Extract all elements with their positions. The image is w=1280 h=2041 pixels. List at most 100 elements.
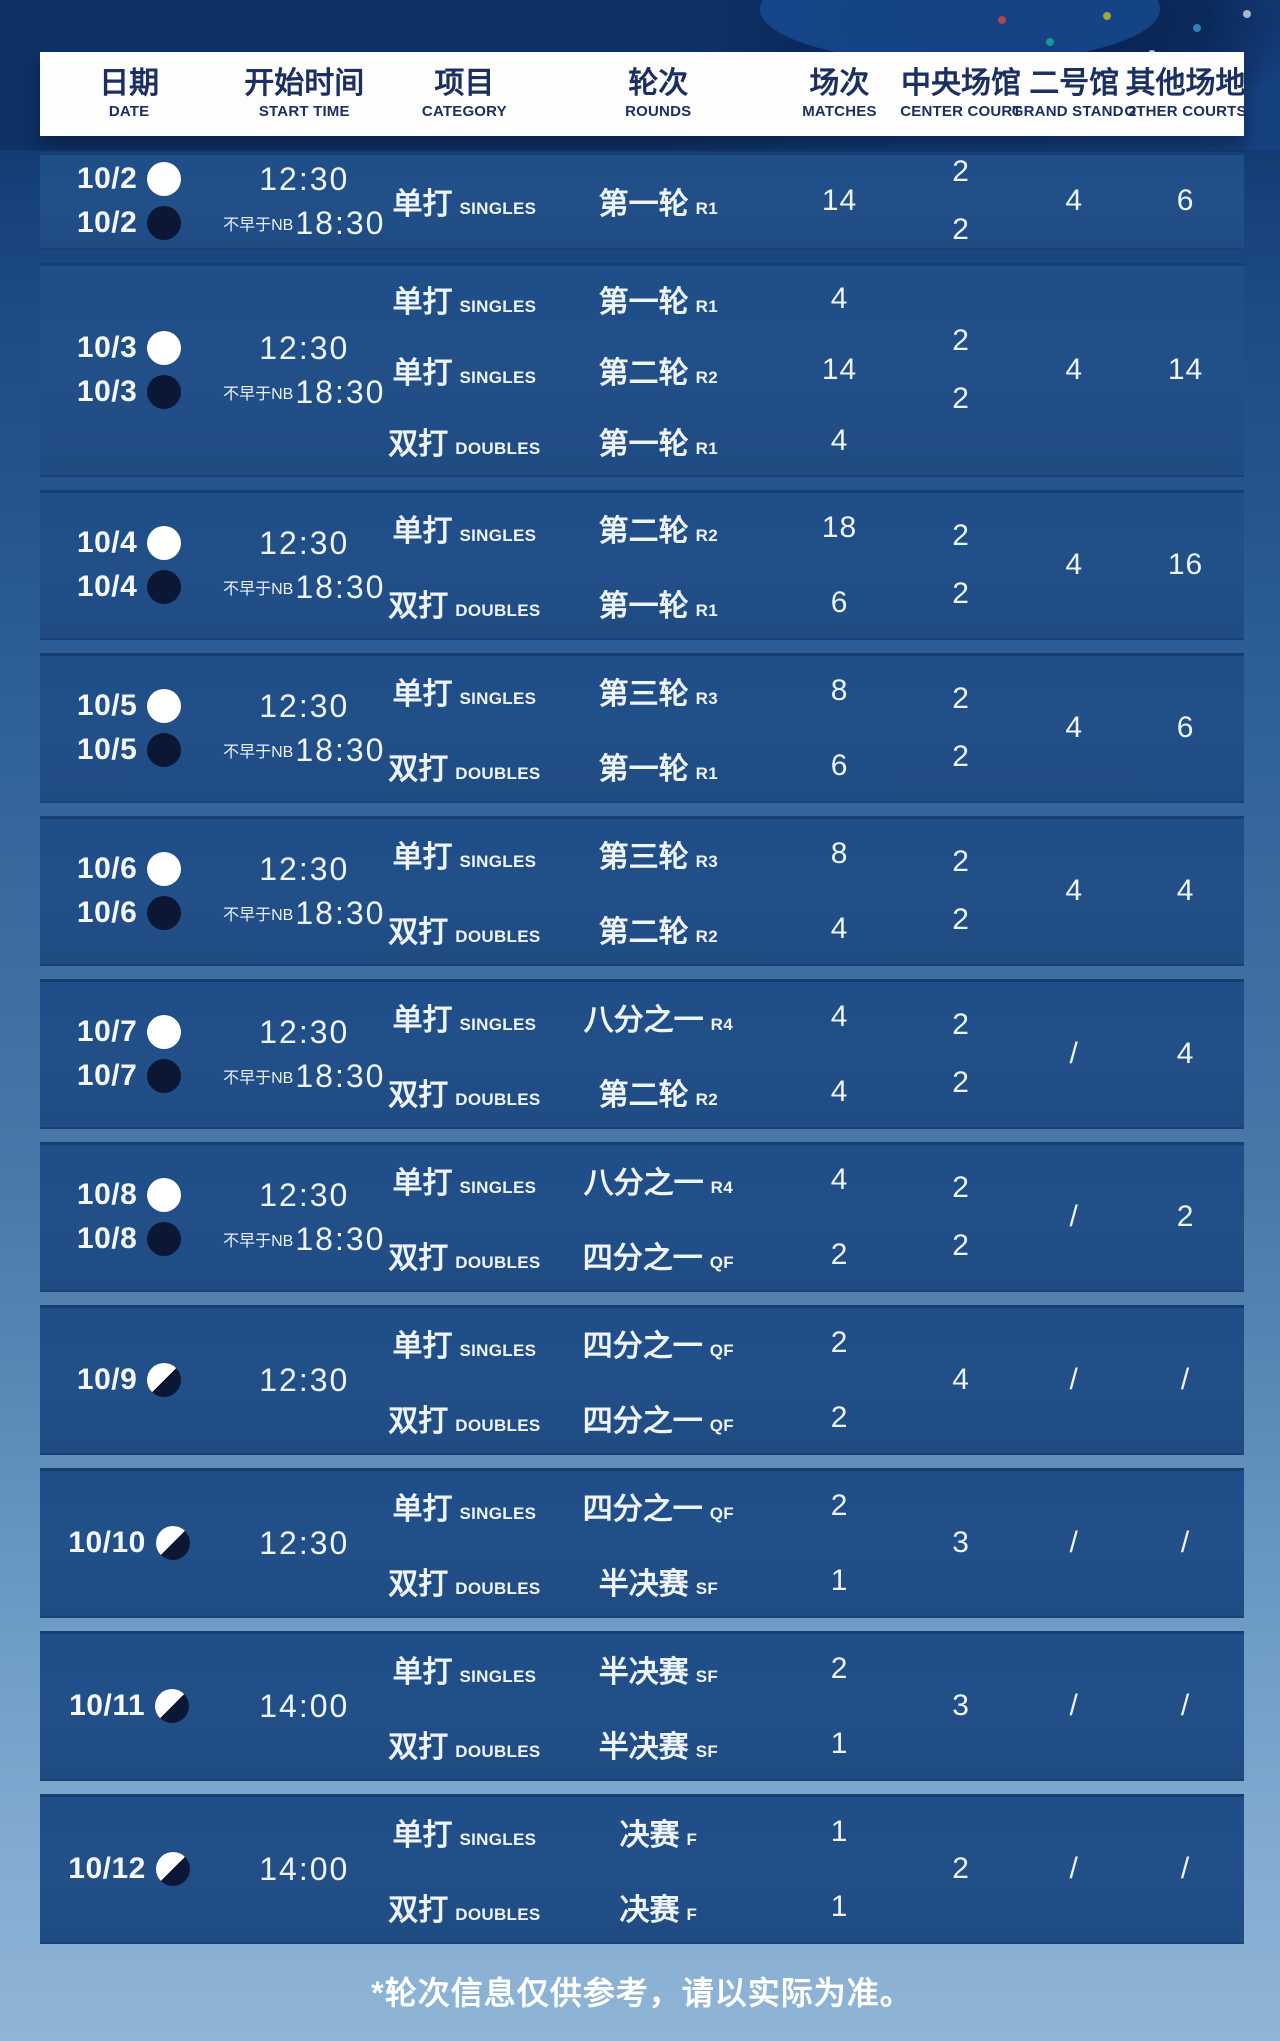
category-label: 单打 SINGLES [390,1810,538,1854]
round-zh: 四分之一 [582,1241,703,1275]
event-row: 双打 DOUBLES 半决赛 SF 1 [388,1706,900,1781]
start-time: 不早于NB 18:30 [223,730,385,770]
category-en: DOUBLES [455,1089,541,1109]
category-en: DOUBLES [455,763,541,783]
category-en: DOUBLES [455,1252,541,1272]
start-time: 14:00 [259,1686,349,1726]
category-zh: 单打 [392,188,453,221]
not-before-label: 不早于NB [223,1233,294,1250]
date-label: 10/8 [76,1178,138,1211]
grand-stand-2-cell: / [1021,1794,1127,1944]
day-session-icon [147,1015,182,1049]
round-label: 四分之一 QF [538,1396,778,1440]
column-header-matches: 场次 MATCHES [778,68,901,119]
event-row: 单打 SINGLES 第一轮 R1 14 [390,152,900,250]
schedule-row: 10/4 10/4 12:30 不早于NB 18:30 单打 SINGLES 第二轮 R2 1… [40,490,1244,640]
event-row: 双打 DOUBLES 决赛 F 1 [388,1869,900,1944]
start-time-cell: 12:30 不早于NB 18:30 [218,263,390,477]
category-label: 单打 SINGLES [390,348,538,392]
start-time: 12:30 [259,1012,349,1052]
center-court-cell: 2 [901,1794,1021,1944]
start-time-value: 12:30 [259,160,350,197]
round-en: QF [709,1340,734,1360]
round-en: SF [695,1666,719,1686]
center-court-count: 2 [952,1008,970,1041]
category-label: 双打 DOUBLES [388,1722,541,1766]
center-court-cell: 4 [901,1305,1021,1455]
matches-count: 4 [830,281,849,315]
category-en: DOUBLES [455,1415,541,1435]
schedule-row: 10/12 14:00 单打 SINGLES 决赛 F 1 双打 DOUBLES 决赛 F 1 2… [40,1794,1244,1944]
date-entry: 10/4 [77,567,182,607]
round-label: 第三轮 R3 [538,832,778,876]
start-time-cell: 12:30 不早于NB 18:30 [218,816,390,966]
column-header-center-court: 中央场馆 CENTER COURT [900,68,1021,119]
date-entry: 10/3 [77,372,182,412]
date-entry: 10/2 [77,203,182,243]
date-cell: 10/10 [40,1468,218,1618]
round-zh: 半决赛 [598,1655,689,1689]
round-en: R2 [695,926,719,946]
column-header-rounds-zh: 轮次 [628,67,689,101]
center-court-cell: 3 [901,1468,1021,1618]
category-label: 双打 DOUBLES [388,907,541,951]
table-header: 日期 DATE 开始时间 START TIME 项目 CATEGORY 轮次 R… [40,52,1247,136]
start-time: 14:00 [259,1849,349,1889]
date-entry: 10/3 [76,328,182,368]
grand-stand-2-cell: 4 [1021,152,1127,250]
category-en: SINGLES [459,1177,537,1197]
grand-stand-2-cell: 4 [1021,263,1127,477]
event-row: 单打 SINGLES 第三轮 R3 8 [390,816,900,891]
round-zh: 第二轮 [598,1078,689,1112]
matches-count: 1 [830,1889,849,1923]
date-entry: 10/5 [77,686,182,726]
other-courts-cell: 6 [1127,653,1244,803]
grand-stand-2-count: / [1069,1852,1079,1885]
event-row: 双打 DOUBLES 四分之一 QF 2 [388,1380,900,1455]
center-court-count: 2 [952,519,970,552]
category-en: SINGLES [459,1666,537,1686]
column-header-grand-stand-2-en: GRAND STAND 2 [1011,102,1137,120]
round-zh: 第二轮 [598,915,689,949]
round-label: 第一轮 R1 [538,419,778,463]
category-zh: 单打 [392,514,453,548]
not-before-label: 不早于NB [223,907,294,924]
crowd-specks [0,0,4,4]
night-session-icon [147,570,182,604]
start-time-cell: 12:30 [218,1468,390,1618]
footnote: *轮次信息仅供参考，请以实际为准。 [371,1975,913,2011]
round-zh: 四分之一 [582,1404,703,1438]
event-row: 双打 DOUBLES 第一轮 R1 4 [388,406,900,477]
schedule-row: 10/5 10/5 12:30 不早于NB 18:30 单打 SINGLES 第三轮 R3 8… [40,653,1244,803]
date-cell: 10/12 [40,1794,218,1944]
event-row: 单打 SINGLES 第二轮 R2 14 [390,334,900,405]
start-time: 12:30 [259,1523,349,1563]
date-entry: 10/10 [68,1523,190,1563]
other-courts-cell: 4 [1127,816,1244,966]
date-cell: 10/8 10/8 [40,1142,218,1292]
start-time: 12:30 [259,849,349,889]
center-court-count: 2 [952,1229,970,1262]
grand-stand-2-cell: 4 [1021,816,1127,966]
column-header-rounds-en: ROUNDS [625,102,692,120]
matches-count: 4 [830,999,849,1033]
category-label: 单打 SINGLES [390,1647,538,1691]
date-label: 10/9 [76,1363,138,1396]
start-time-value: 18:30 [295,1057,386,1094]
round-label: 第一轮 R1 [538,581,778,625]
start-time-value: 12:30 [259,524,350,561]
other-courts-count: 4 [1176,1037,1195,1070]
category-en: DOUBLES [455,1741,541,1761]
date-label: 10/3 [76,331,138,364]
category-en: DOUBLES [455,926,541,946]
center-court-count: 4 [952,1363,970,1396]
day-session-icon [147,689,182,723]
category-zh: 单打 [392,1655,453,1689]
date-entry: 10/2 [77,159,182,199]
date-entry: 10/8 [76,1175,182,1215]
column-header-start-time-en: START TIME [258,102,350,120]
schedule-row: 10/7 10/7 12:30 不早于NB 18:30 单打 SINGLES 八分之一 R4… [40,979,1244,1129]
category-en: SINGLES [459,851,537,871]
round-en: QF [709,1252,734,1272]
